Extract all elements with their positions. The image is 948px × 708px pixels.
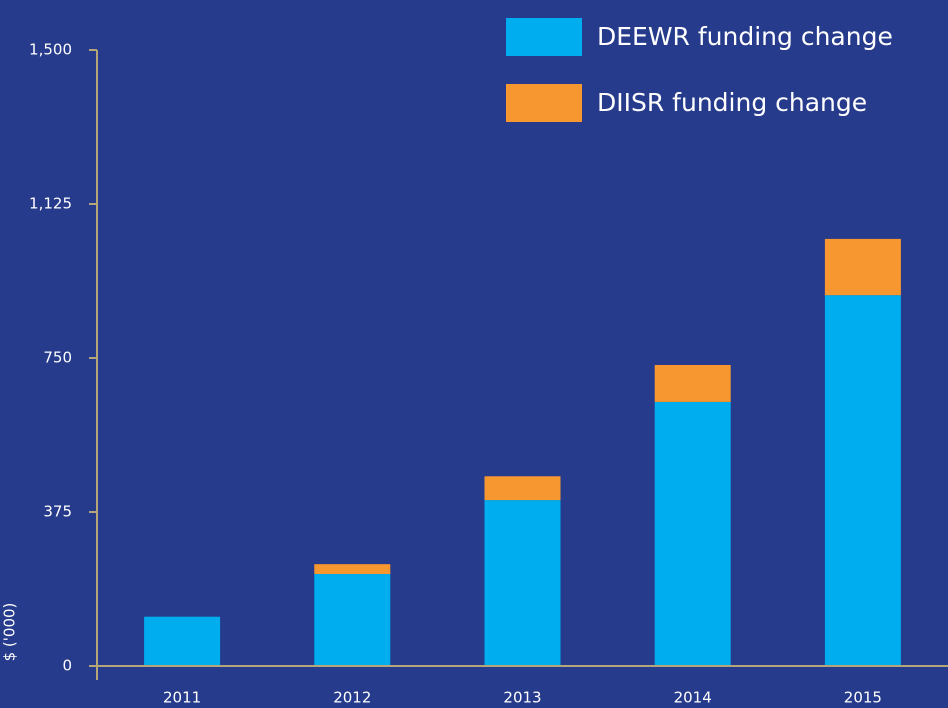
x-tick-label: 2012 (333, 689, 371, 707)
legend-swatch (506, 84, 582, 122)
bar-segment (484, 476, 561, 501)
bar-segment (144, 616, 221, 666)
y-tick-label: 1,125 (29, 195, 72, 213)
x-tick-label: 2015 (844, 689, 882, 707)
bar-segment (654, 364, 731, 402)
y-tick-label: 750 (43, 349, 72, 367)
legend-label: DEEWR funding change (597, 22, 893, 51)
legend-swatch (506, 18, 582, 56)
y-axis-label: $ ('000) (1, 603, 19, 662)
bar-segment (314, 574, 391, 666)
legend-label: DIISR funding change (597, 88, 867, 117)
bar-segment (824, 295, 901, 666)
x-tick-label: 2011 (163, 689, 201, 707)
x-tick-label: 2013 (503, 689, 541, 707)
y-tick-label: 0 (62, 657, 72, 675)
y-tick-label: 1,500 (29, 41, 72, 59)
bar-segment (484, 500, 561, 666)
x-tick-label: 2014 (674, 689, 712, 707)
bar-segment (314, 564, 391, 575)
y-tick-label: 375 (43, 503, 72, 521)
bar-segment (654, 401, 731, 666)
bar-segment (824, 238, 901, 296)
